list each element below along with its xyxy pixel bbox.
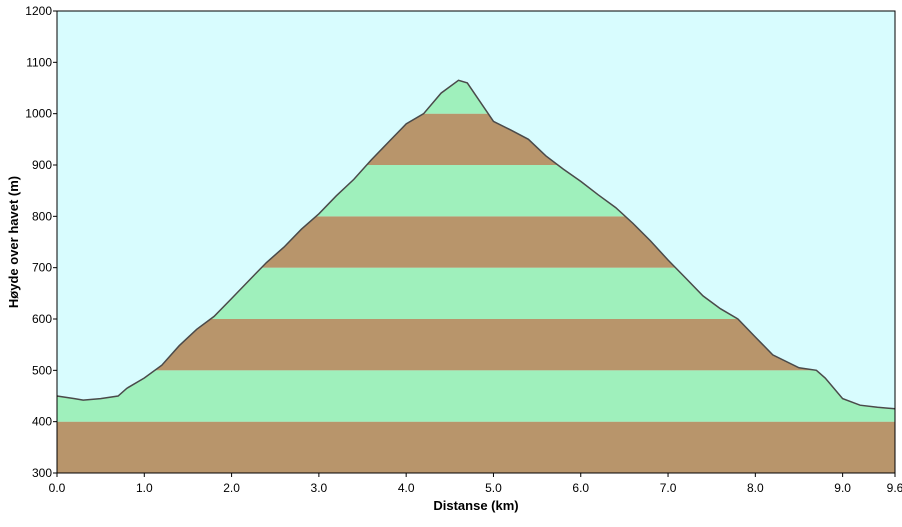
x-axis-title: Distanse (km) [433, 498, 518, 513]
elevation-profile-line [56, 79, 896, 410]
y-tick-label: 300 [32, 466, 52, 480]
y-tick-label: 1100 [26, 55, 52, 69]
plot-frame [56, 10, 896, 474]
x-tick-label: 1.0 [136, 481, 153, 495]
y-tick-label: 500 [32, 363, 52, 377]
y-tick-label: 1000 [25, 107, 52, 121]
x-tick-label: 4.0 [398, 481, 415, 495]
x-tick-label: 7.0 [660, 481, 677, 495]
x-tick-label: 3.0 [311, 481, 328, 495]
x-tick-label: 2.0 [223, 481, 240, 495]
y-tick-label: 400 [32, 415, 52, 429]
x-tick-label: 0.0 [49, 481, 66, 495]
elevation-band [57, 421, 895, 473]
y-tick-label: 900 [32, 158, 52, 172]
y-axis-title: Høyde over havet (m) [6, 176, 21, 308]
x-tick-label: 5.0 [485, 481, 502, 495]
y-tick-label: 700 [32, 261, 52, 275]
y-tick-label: 600 [32, 312, 52, 326]
y-axis-ticks: 300 400 500 600 700 800 900 1000 1100 1200 [25, 4, 57, 480]
y-tick-label: 800 [32, 209, 52, 223]
x-tick-label: 8.0 [747, 481, 764, 495]
x-tick-label: 6.0 [572, 481, 589, 495]
x-tick-label: 9.0 [834, 481, 851, 495]
x-tick-label: 9.6 [887, 481, 902, 495]
elevation-band [57, 370, 895, 422]
x-axis-ticks: 0.0 1.0 2.0 3.0 4.0 5.0 6.0 7.0 8.0 9.0 9.6 [49, 473, 902, 495]
y-tick-label: 1200 [25, 4, 52, 18]
